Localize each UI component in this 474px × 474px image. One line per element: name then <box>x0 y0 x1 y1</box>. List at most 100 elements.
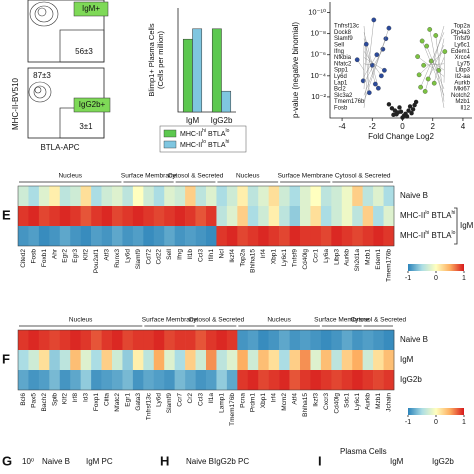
heatmap-cell <box>49 370 61 390</box>
label: MHC-IIlo BTLAhi <box>400 210 455 220</box>
heatmap-cell <box>289 350 301 370</box>
heatmap-cell <box>112 370 123 390</box>
heatmap-cell <box>18 186 29 206</box>
section-label: Cytosol & Secreted <box>335 173 391 180</box>
heatmap-cell <box>216 206 228 226</box>
heatmap-cell <box>310 370 322 390</box>
legend-box <box>159 125 247 153</box>
heatmap-cell <box>59 206 71 226</box>
x-axis-label: Fold Change Log2 <box>368 132 434 141</box>
heatmap-cell <box>362 226 374 246</box>
section-label: Nucleus <box>69 317 93 324</box>
gene-label: Pou2af1 <box>93 249 100 274</box>
gene-label: Irf4 <box>260 249 267 259</box>
leader <box>417 56 445 77</box>
heatmap-cell <box>331 206 343 226</box>
gene-label: Edem1 <box>451 49 471 55</box>
gene-label: Aurkb <box>344 249 351 266</box>
gene-label: Ifng <box>177 249 184 260</box>
gene-label: Notch2 <box>451 93 471 99</box>
heatmap-cell <box>320 226 332 246</box>
heatmap-cell <box>383 370 395 390</box>
gene-label: Klf2 <box>62 393 69 405</box>
gene-label: Ly6d <box>334 74 347 80</box>
heatmap-cell <box>289 206 301 226</box>
heatmap-cell <box>28 330 40 350</box>
heatmap-cell <box>362 186 374 206</box>
heatmap-cell <box>122 206 134 226</box>
heatmap-cell <box>59 330 71 350</box>
heatmap-cell <box>247 226 259 246</box>
heatmap-cell <box>237 206 249 226</box>
heatmap-cell <box>143 350 155 370</box>
heatmap-cell <box>258 226 269 246</box>
leader <box>428 44 445 80</box>
gene-label: Lap1 <box>334 80 348 86</box>
heatmap-cell <box>279 330 290 350</box>
heatmap-cell <box>226 370 238 390</box>
heatmap-cell <box>122 186 134 206</box>
point <box>371 17 377 23</box>
x-tick-label: 0 <box>400 122 405 131</box>
point <box>433 33 439 38</box>
colorbar-label: 1 <box>462 419 466 426</box>
y-tick-label: 10⁻⁸ <box>311 29 326 38</box>
heatmap-cell <box>268 206 280 226</box>
heatmap-cell <box>289 186 301 206</box>
heatmap-cell <box>247 370 259 390</box>
point <box>424 43 430 49</box>
label-part: IgG2b <box>400 375 422 384</box>
legend-swatch <box>163 129 177 138</box>
point <box>442 49 448 54</box>
colorbar-label: 1 <box>462 275 466 282</box>
heatmap-cell <box>268 330 280 350</box>
label-part: MHC-II <box>400 231 425 240</box>
contours <box>28 1 59 103</box>
heatmap-cell <box>112 350 123 370</box>
x-tick-label: -4 <box>339 122 347 131</box>
point <box>404 114 410 119</box>
gene-label: Nfatc2 <box>114 393 121 412</box>
legend-swatch <box>163 140 177 149</box>
heatmap-cell <box>28 350 40 370</box>
heatmap-cell <box>226 206 238 226</box>
colorbar-label: 0 <box>434 275 438 282</box>
gene-label: Mzb1 <box>365 249 372 265</box>
heatmap-frame <box>17 185 395 247</box>
heatmap-cell <box>226 226 238 246</box>
heatmap-cell <box>112 226 123 246</box>
gene-label: Jchain <box>385 393 392 412</box>
gene-label: Cxcr3 <box>323 393 330 410</box>
bar <box>182 38 193 113</box>
heatmap-cell <box>362 330 374 350</box>
point <box>354 57 360 63</box>
gene-label: Cr2 <box>187 393 194 404</box>
gene-label: Slamf9 <box>166 393 173 414</box>
heatmap-cell <box>70 350 81 370</box>
gene-label: Ly6a <box>323 249 330 263</box>
heatmap-cell <box>320 370 332 390</box>
heatmap-cell <box>331 370 343 390</box>
heatmap-cell <box>28 206 40 226</box>
heatmap-cell <box>258 206 269 226</box>
heatmap-cell <box>300 350 311 370</box>
label: IgG2b <box>400 375 422 384</box>
leader <box>363 28 390 102</box>
heatmap-cell <box>206 370 217 390</box>
gene-label: Egr2 <box>62 249 69 263</box>
point <box>415 54 420 59</box>
heatmap-cell <box>143 226 155 246</box>
section-label: Cytosol & Secreted <box>351 317 407 324</box>
panel-text: IgG2b PC <box>214 457 249 466</box>
heatmap-cell <box>185 370 196 390</box>
point <box>386 25 392 31</box>
gene-label: Ccr1 <box>312 249 319 263</box>
point <box>382 67 387 73</box>
point <box>412 102 417 108</box>
label-part: MHC-II <box>180 142 202 149</box>
x-tick-label: IgG2b <box>211 116 233 125</box>
gate-label: IgM+ <box>82 4 100 13</box>
gene-label: Ptp4a3 <box>451 30 471 36</box>
heatmap-cell <box>18 350 29 370</box>
heatmap-cell <box>258 370 269 390</box>
